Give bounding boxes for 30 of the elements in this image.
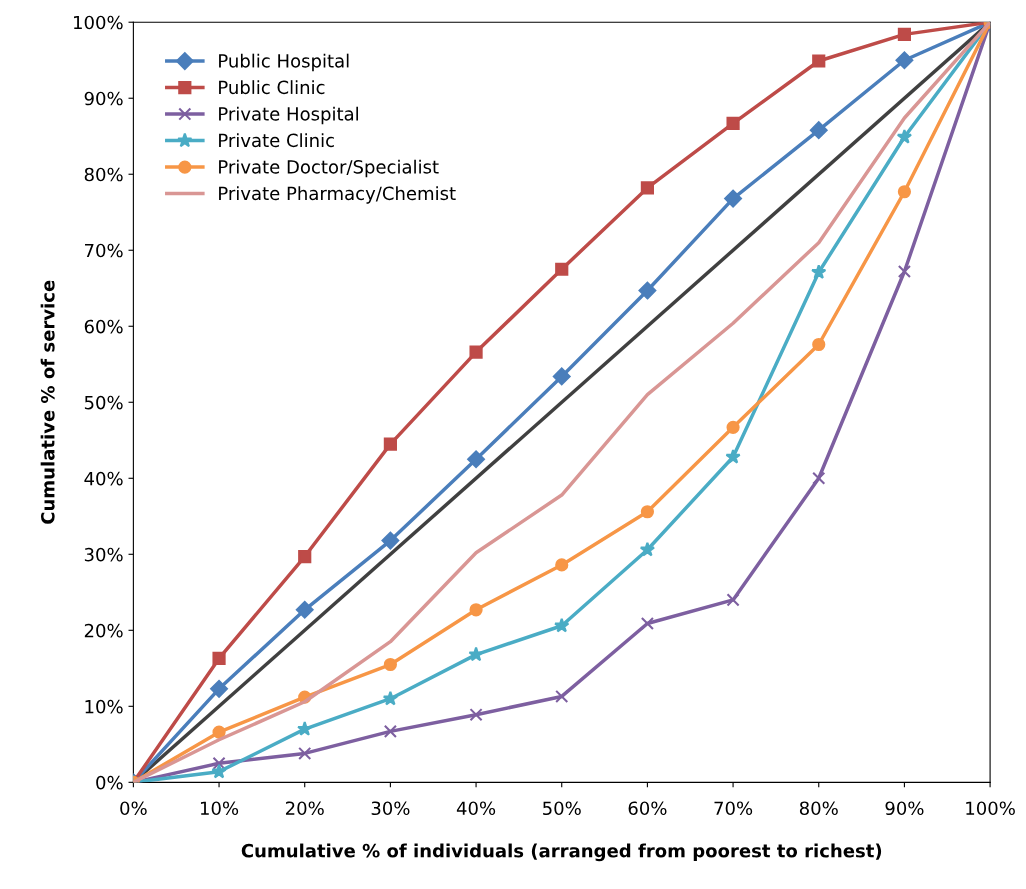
y-tick-label: 80% <box>84 167 123 182</box>
legend-label: Private Pharmacy/Chemist <box>219 186 456 204</box>
legend-label: Private Doctor/Specialist <box>219 159 439 178</box>
x-tick-label: 100% <box>966 801 1015 816</box>
x-tick-label: 40% <box>456 801 496 816</box>
legend-label: Public Hospital <box>219 53 349 72</box>
legend-label: Private Hospital <box>219 106 358 125</box>
y-tick-label: 70% <box>85 243 123 258</box>
x-tick-label: 70% <box>714 801 753 816</box>
y-tick-label: 0% <box>96 775 123 790</box>
y-tick-label: 20% <box>84 623 123 638</box>
x-axis-title: Cumulative % of individuals (arranged from poorest to richest) <box>241 843 882 862</box>
x-tick-label: 0% <box>120 801 147 816</box>
y-tick-label: 90% <box>84 91 123 106</box>
legend-label: Public Clinic <box>219 80 325 95</box>
legend-label: Private Clinic <box>219 133 334 148</box>
y-tick-label: 10% <box>85 699 123 714</box>
x-tick-label: 10% <box>200 801 239 816</box>
y-tick-label: 50% <box>84 395 123 410</box>
y-tick-label: 60% <box>84 319 123 334</box>
x-tick-label: 20% <box>285 801 324 816</box>
x-tick-label: 50% <box>543 801 581 816</box>
x-tick-label: 90% <box>885 801 924 816</box>
y-tick-label: 40% <box>84 471 123 486</box>
y-tick-label: 100% <box>74 15 123 30</box>
x-tick-label: 60% <box>628 801 667 816</box>
y-tick-label: 30% <box>84 547 123 562</box>
x-tick-label: 30% <box>371 801 410 816</box>
y-axis-title: Cumulative % of service <box>40 280 55 524</box>
x-tick-label: 80% <box>799 801 838 816</box>
